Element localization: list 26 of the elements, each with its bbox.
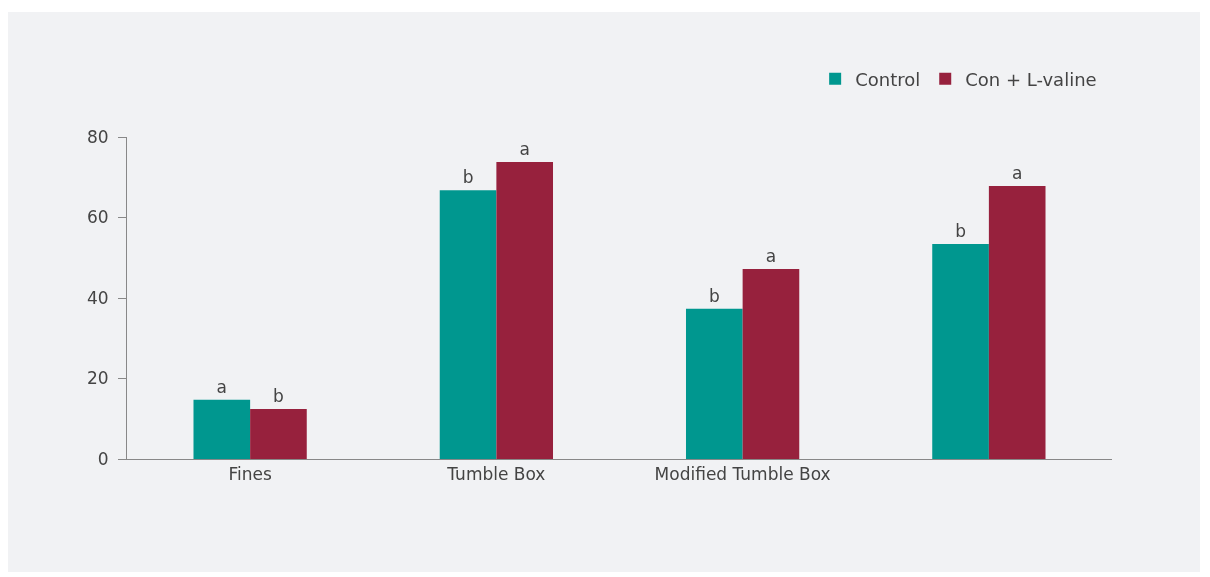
bar bbox=[439, 190, 497, 459]
bar bbox=[685, 308, 743, 459]
data-label: b bbox=[955, 221, 966, 242]
bar bbox=[988, 186, 1046, 459]
y-tick-label: 40 bbox=[86, 287, 109, 308]
data-label: a bbox=[1011, 163, 1023, 184]
y-tick-label: 60 bbox=[86, 207, 109, 228]
data-label: a bbox=[216, 376, 228, 397]
data-label: b bbox=[708, 285, 720, 306]
bar bbox=[932, 244, 989, 459]
x-tick-label: Modified Tumble Box bbox=[654, 464, 831, 485]
bar bbox=[250, 409, 307, 459]
y-tick-label: 0 bbox=[97, 448, 109, 469]
legend-label: Control bbox=[855, 68, 921, 90]
data-label: b bbox=[273, 386, 284, 407]
y-tick-label: 20 bbox=[86, 368, 109, 389]
data-label: a bbox=[765, 246, 777, 267]
bar bbox=[193, 399, 251, 459]
x-tick-label: Tumble Box bbox=[446, 464, 546, 485]
x-tick-label: Fines bbox=[228, 464, 272, 485]
data-label: a bbox=[519, 138, 530, 159]
bar bbox=[496, 161, 554, 459]
data-label: b bbox=[462, 167, 474, 188]
y-tick-label: 80 bbox=[86, 126, 109, 147]
bar bbox=[742, 269, 800, 459]
legend-label: Con + L-valine bbox=[965, 68, 1097, 90]
